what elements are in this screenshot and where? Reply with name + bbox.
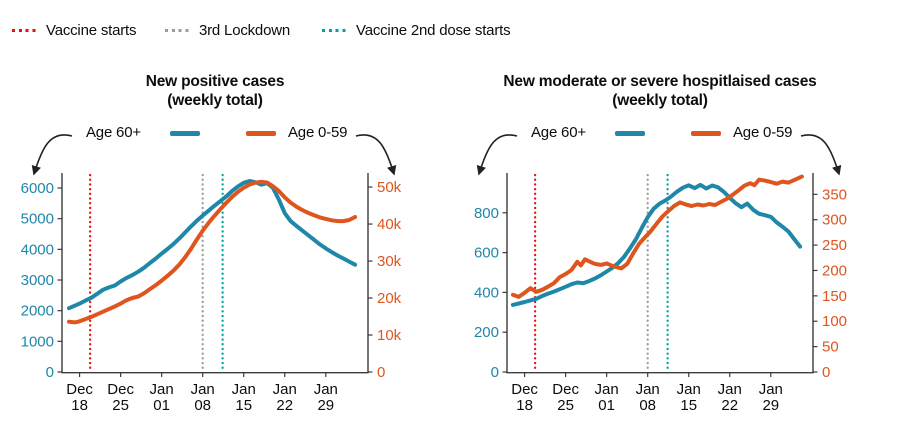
arrow-to-right-axis-icon [355, 134, 397, 176]
chart-canvas: 0 1000 2000 3000 4000 5000 6000 0 10k 20k 30k 40k 50… [21, 173, 402, 414]
right-axis-tick-label: 20k [377, 290, 402, 307]
legend-item-label: Vaccine starts [46, 21, 137, 39]
chart-title-line2: (weekly total) [612, 92, 708, 109]
chart-title-line2: (weekly total) [167, 92, 263, 109]
series-line-age-0-59 [67, 179, 358, 325]
chart-block-hospitalised-cases: New moderate or severe hospitlaised case… [445, 60, 900, 443]
right-axis-tick-label: 250 [822, 237, 847, 254]
x-axis-tick-label: 01 [153, 397, 170, 414]
arrow-to-left-axis-icon [476, 134, 518, 176]
series-label-age-60plus: Age 60+ [86, 124, 141, 141]
left-axis-tick-label: 3000 [21, 272, 54, 289]
right-axis-tick-label: 0 [377, 364, 385, 381]
right-axis-tick-label: 200 [822, 262, 847, 279]
x-axis-tick-label: Dec [66, 381, 93, 398]
series-swatch-age-0-59 [246, 131, 276, 136]
x-axis-tick-label: 18 [71, 397, 88, 414]
left-axis-tick-label: 400 [474, 284, 499, 301]
x-axis-tick-label: 29 [762, 397, 779, 414]
x-axis-tick-label: 22 [721, 397, 738, 414]
x-axis-tick-label: Jan [677, 381, 701, 398]
x-axis-tick-label: 15 [680, 397, 697, 414]
x-axis-tick-label: 25 [112, 397, 129, 414]
left-axis-tick-label: 200 [474, 324, 499, 341]
series-label-age-0-59: Age 0-59 [733, 124, 793, 141]
legend-item-3rd-lockdown: 3rd Lockdown [165, 20, 290, 40]
right-axis-tick-label: 0 [822, 364, 830, 381]
chart-title: New positive cases (weekly total) [0, 72, 430, 110]
left-axis-tick-label: 1000 [21, 333, 54, 350]
x-axis-tick-label: Jan [636, 381, 660, 398]
x-axis-tick-label: Jan [273, 381, 297, 398]
arrow-to-left-axis-icon [31, 134, 73, 176]
right-axis-tick-label: 50k [377, 179, 402, 196]
series-swatch-age-60plus [170, 131, 200, 136]
x-axis-tick-label: 18 [516, 397, 533, 414]
legend-item-vaccine-2nd-dose: Vaccine 2nd dose starts [322, 20, 511, 40]
x-axis-tick-label: 25 [557, 397, 574, 414]
chart-canvas: 0200400600800050100150200250300350Dec18D… [474, 173, 847, 414]
x-axis-tick-label: Jan [150, 381, 174, 398]
series-line-age-60- [510, 182, 803, 307]
x-axis-tick-label: 15 [235, 397, 252, 414]
left-axis-tick-label: 6000 [21, 180, 54, 197]
x-axis-tick-label: Dec [511, 381, 538, 398]
right-axis-tick-label: 40k [377, 216, 402, 233]
x-axis-tick-label: Jan [595, 381, 619, 398]
right-axis-tick-label: 350 [822, 186, 847, 203]
arrow-to-right-axis-icon [800, 134, 842, 176]
x-axis-tick-label: 29 [317, 397, 334, 414]
chart-block-positive-cases: New positive cases (weekly total) Age 60… [0, 60, 455, 443]
right-axis-tick-label: 50 [822, 339, 839, 356]
x-axis-tick-label: 08 [639, 397, 656, 414]
x-axis-tick-label: Jan [232, 381, 256, 398]
series-line-age-0-59 [510, 174, 804, 299]
gray-dotted-line-swatch [165, 28, 192, 32]
x-axis-tick-label: 22 [276, 397, 293, 414]
legend-item-vaccine-starts: Vaccine starts [12, 20, 136, 40]
x-axis-tick-label: Jan [759, 381, 783, 398]
left-axis-tick-label: 0 [46, 364, 54, 381]
x-axis-tick-label: Jan [314, 381, 338, 398]
x-axis-tick-label: Jan [718, 381, 742, 398]
left-axis-tick-label: 0 [491, 364, 499, 381]
chart-title: New moderate or severe hospitlaised case… [445, 72, 875, 110]
left-axis-tick-label: 600 [474, 245, 499, 262]
chart-title-line1: New positive cases [145, 73, 285, 90]
chart-canvas-hospitalised-cases: 0 200 400 600 800 0 50 100 150 200 250 300 350 Dec 18 D… [445, 165, 900, 443]
x-axis-tick-label: Dec [552, 381, 579, 398]
right-axis-tick-label: 30k [377, 253, 402, 270]
legend-item-label: Vaccine 2nd dose starts [356, 21, 511, 39]
right-axis-tick-label: 300 [822, 212, 847, 229]
series-swatch-age-0-59 [691, 131, 721, 136]
series-line-age-60- [67, 179, 358, 311]
left-axis-tick-label: 5000 [21, 211, 54, 228]
left-axis-tick-label: 800 [474, 205, 499, 222]
chart-canvas-positive-cases: 0 1000 2000 3000 4000 5000 6000 0 10k 20k 30k 40k 50… [0, 165, 455, 443]
x-axis-tick-label: 08 [194, 397, 211, 414]
right-axis-tick-label: 150 [822, 288, 847, 305]
right-axis-tick-label: 10k [377, 327, 402, 344]
series-label-age-0-59: Age 0-59 [288, 124, 348, 141]
left-axis-tick-label: 4000 [21, 241, 54, 258]
legend-item-label: 3rd Lockdown [199, 21, 290, 39]
series-label-age-60plus: Age 60+ [531, 124, 586, 141]
series-swatch-age-60plus [615, 131, 645, 136]
right-axis-tick-label: 100 [822, 313, 847, 330]
teal-dotted-line-swatch [322, 28, 349, 32]
chart-title-line1: New moderate or severe hospitlaised case… [503, 73, 817, 90]
x-axis-tick-label: 01 [598, 397, 615, 414]
x-axis-tick-label: Jan [191, 381, 215, 398]
x-axis-tick-label: Dec [107, 381, 134, 398]
left-axis-tick-label: 2000 [21, 303, 54, 320]
red-dotted-line-swatch [12, 28, 39, 32]
